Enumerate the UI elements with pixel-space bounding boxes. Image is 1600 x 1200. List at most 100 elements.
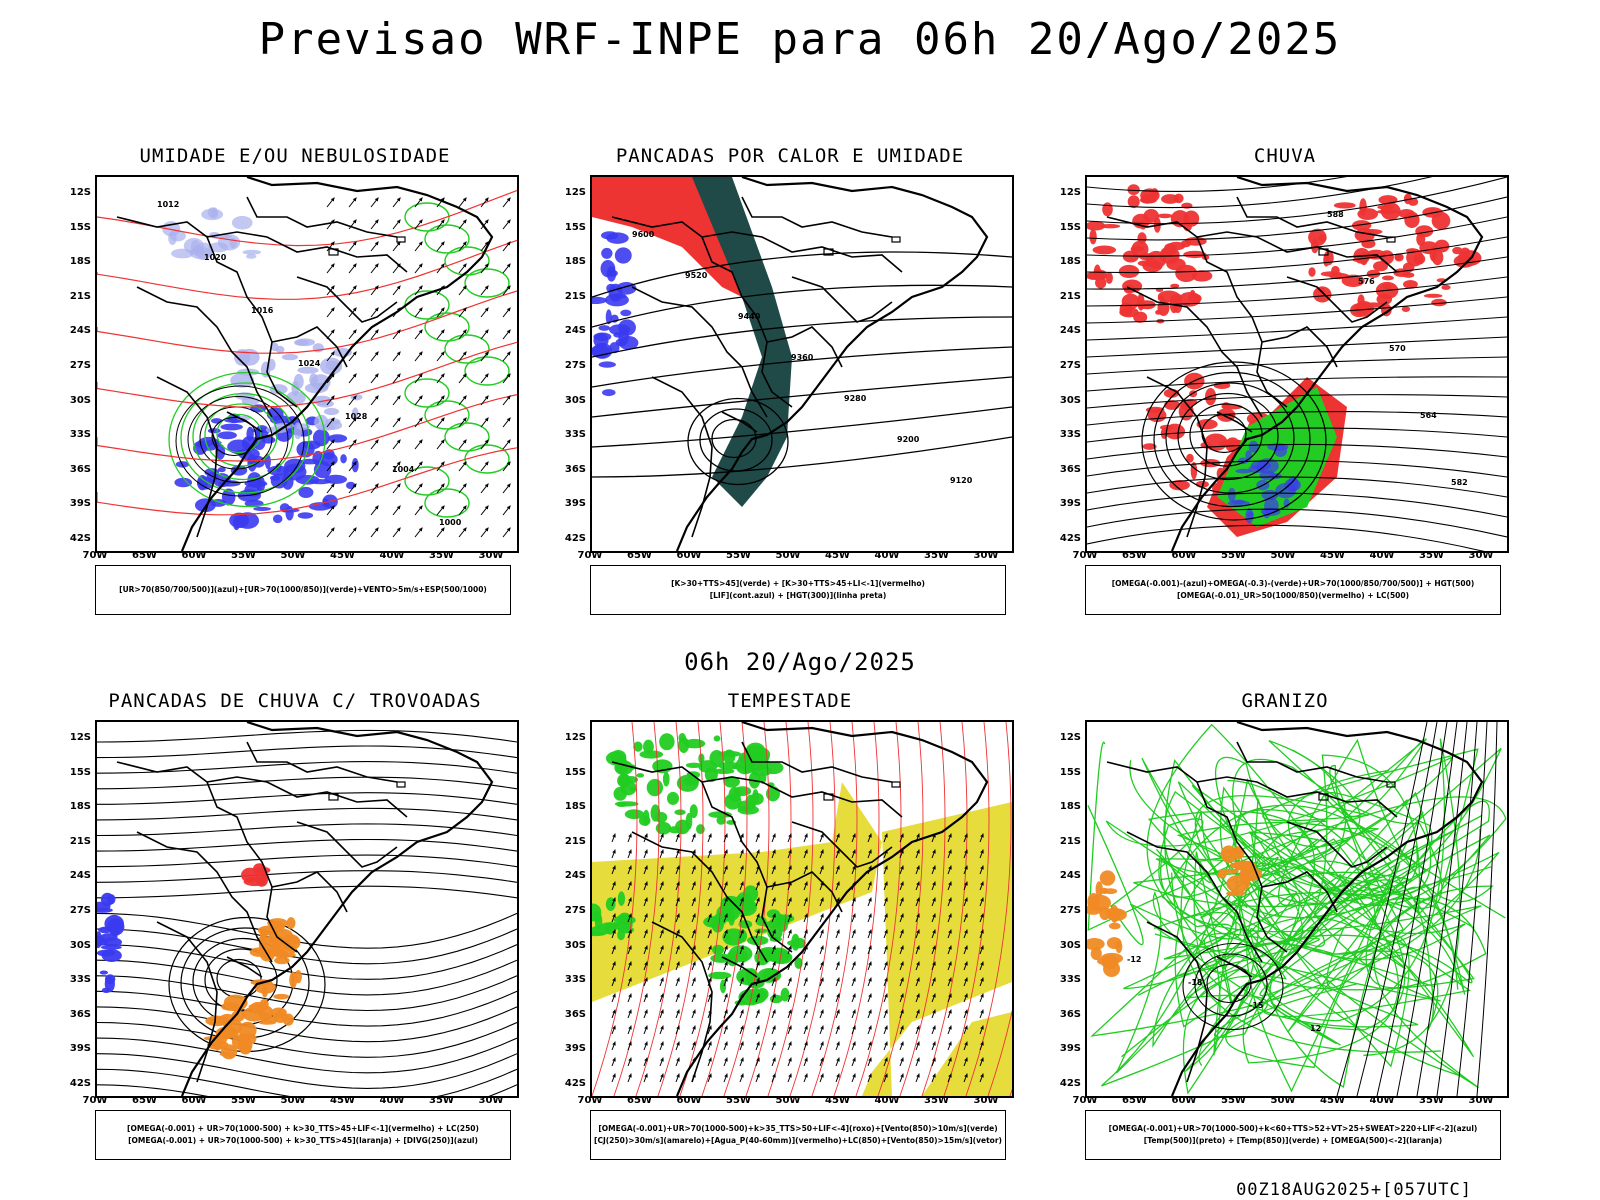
lat-tick-label: 12S bbox=[1059, 732, 1081, 743]
lon-tick-label: 55W bbox=[726, 1095, 751, 1106]
lat-tick-label: 15S bbox=[564, 766, 586, 778]
legend-line: [UR>70(850/700/500)](azul)+[UR>70(1000/8… bbox=[119, 585, 487, 594]
lon-tick-label: 65W bbox=[627, 1095, 652, 1106]
legend-line: [Temp(500)](preto) + [Temp(850)](verde) … bbox=[1143, 1136, 1443, 1145]
panel-title: UMIDADE E/OU NEBULOSIDADE bbox=[139, 145, 451, 167]
lon-tick-label: 45W bbox=[1320, 1095, 1345, 1106]
lat-tick-label: 18S bbox=[69, 801, 91, 813]
lon-tick-label: 50W bbox=[280, 1095, 306, 1106]
lat-tick-label: 42S bbox=[564, 1078, 586, 1089]
svg-text:1004: 1004 bbox=[392, 465, 415, 474]
lat-tick-label: 27S bbox=[564, 360, 586, 371]
lon-tick-label: 35W bbox=[429, 1095, 454, 1106]
legend-line: [OMEGA(-0.001)+UR>70(1000-500)+k>35_TTS>… bbox=[598, 1124, 998, 1133]
lat-tick-label: 39S bbox=[564, 498, 586, 510]
lat-tick-label: 33S bbox=[69, 429, 91, 441]
lat-tick-label: 30S bbox=[1059, 394, 1081, 406]
lat-tick-label: 15S bbox=[69, 221, 91, 233]
lon-tick-label: 45W bbox=[825, 1095, 850, 1106]
svg-text:9520: 9520 bbox=[685, 271, 708, 280]
lon-tick-label: 70W bbox=[577, 550, 603, 561]
lat-tick-label: 21S bbox=[1059, 835, 1081, 847]
legend-line: [CJ(250)>30m/s](amarelo)+[Agua_P(40-60mm… bbox=[594, 1136, 1002, 1145]
lon-tick-label: 55W bbox=[1221, 1095, 1246, 1106]
lat-tick-label: 33S bbox=[1059, 974, 1081, 986]
lon-tick-label: 35W bbox=[1419, 550, 1444, 561]
legend-box: [UR>70(850/700/500)](azul)+[UR>70(1000/8… bbox=[95, 565, 511, 615]
lat-tick-label: 21S bbox=[69, 835, 91, 847]
lon-tick-label: 55W bbox=[1221, 550, 1246, 561]
lon-tick-label: 60W bbox=[1171, 1095, 1197, 1106]
lon-tick-label: 70W bbox=[82, 550, 108, 561]
lat-tick-label: 42S bbox=[69, 533, 91, 544]
lat-tick-label: 12S bbox=[564, 187, 586, 198]
legend-box: [K>30+TTS>45](verde) + [K>30+TTS>45+LI<-… bbox=[590, 565, 1006, 615]
lat-tick-label: 18S bbox=[564, 801, 586, 813]
lon-tick-label: 70W bbox=[577, 1095, 603, 1106]
svg-text:588: 588 bbox=[1327, 210, 1344, 219]
lat-tick-label: 15S bbox=[69, 766, 91, 778]
lon-tick-label: 70W bbox=[1072, 550, 1098, 561]
lat-tick-label: 21S bbox=[1059, 290, 1081, 302]
lat-tick-label: 30S bbox=[69, 394, 91, 406]
lat-tick-label: 24S bbox=[69, 325, 91, 337]
panel-title: TEMPESTADE bbox=[727, 690, 853, 712]
svg-text:1024: 1024 bbox=[298, 359, 321, 368]
lat-tick-label: 24S bbox=[1059, 870, 1081, 882]
lon-tick-label: 70W bbox=[1072, 1095, 1098, 1106]
panel-title: CHUVA bbox=[1253, 145, 1317, 167]
panel-pancadas-calor-umidade: PANCADAS POR CALOR E UMIDADE 9600 9520 9440… bbox=[550, 145, 1030, 625]
lat-tick-label: 21S bbox=[564, 290, 586, 302]
map-plot bbox=[95, 720, 519, 1098]
map-svg bbox=[97, 722, 517, 1096]
map-plot: 1012 1020 1016 1024 1028 1004 1000 bbox=[95, 175, 519, 553]
lat-tick-label: 27S bbox=[1059, 360, 1081, 371]
lat-tick-label: 39S bbox=[1059, 498, 1081, 510]
lat-tick-label: 30S bbox=[564, 939, 586, 951]
svg-text:570: 570 bbox=[1389, 344, 1406, 353]
lon-tick-label: 60W bbox=[1171, 550, 1197, 561]
lon-tick-label: 40W bbox=[874, 550, 900, 561]
lon-tick-label: 30W bbox=[973, 550, 999, 561]
lat-tick-label: 33S bbox=[1059, 429, 1081, 441]
lon-tick-label: 45W bbox=[825, 550, 850, 561]
lat-tick-label: 27S bbox=[564, 905, 586, 916]
lat-tick-label: 24S bbox=[564, 870, 586, 882]
map-plot bbox=[590, 720, 1014, 1098]
svg-text:576: 576 bbox=[1358, 277, 1375, 286]
legend-line: [OMEGA(-0.001) + UR>70(1000-500) + k>30_… bbox=[128, 1136, 478, 1145]
legend-box: [OMEGA(-0.001)+UR>70(1000-500)+k>35_TTS>… bbox=[590, 1110, 1006, 1160]
lon-tick-label: 30W bbox=[1468, 550, 1494, 561]
svg-text:9280: 9280 bbox=[844, 394, 867, 403]
svg-text:-18: -18 bbox=[1188, 978, 1203, 987]
lon-tick-label: 35W bbox=[429, 550, 454, 561]
panel-umidade-nebulosidade: UMIDADE E/OU NEBULOSIDADE 1012 1020 1016 102… bbox=[55, 145, 535, 625]
lat-tick-label: 39S bbox=[69, 498, 91, 510]
lat-tick-label: 33S bbox=[69, 974, 91, 986]
lat-tick-label: 27S bbox=[69, 360, 91, 371]
map-svg: 9600 9520 9440 9360 9280 9200 9120 bbox=[592, 177, 1012, 551]
lat-tick-label: 36S bbox=[564, 1008, 586, 1020]
lat-tick-label: 12S bbox=[1059, 187, 1081, 198]
lon-tick-label: 45W bbox=[330, 550, 355, 561]
lon-tick-label: 60W bbox=[676, 550, 702, 561]
lat-tick-label: 42S bbox=[1059, 533, 1081, 544]
lat-tick-label: 39S bbox=[1059, 1043, 1081, 1055]
lon-tick-label: 35W bbox=[924, 1095, 949, 1106]
map-svg: 588 576 570 564 582 bbox=[1087, 177, 1507, 551]
svg-text:9440: 9440 bbox=[738, 312, 761, 321]
lat-tick-label: 21S bbox=[564, 835, 586, 847]
legend-line: [OMEGA(-0.01)_UR>50(1000/850)(vermelho) … bbox=[1176, 591, 1410, 600]
lon-tick-label: 45W bbox=[1320, 550, 1345, 561]
legend-line: [OMEGA(-0.001) + UR>70(1000-500) + k>30_… bbox=[127, 1124, 479, 1133]
svg-text:9120: 9120 bbox=[950, 476, 973, 485]
map-svg: -12 -18 -15 12 bbox=[1087, 722, 1507, 1096]
svg-text:9360: 9360 bbox=[791, 353, 814, 362]
lat-tick-label: 42S bbox=[69, 1078, 91, 1089]
lat-tick-label: 12S bbox=[69, 732, 91, 743]
map-svg bbox=[592, 722, 1012, 1096]
map-plot: 588 576 570 564 582 bbox=[1085, 175, 1509, 553]
run-timestamp: 00Z18AUG2025+[057UTC] bbox=[1236, 1180, 1472, 1200]
lat-tick-label: 27S bbox=[1059, 905, 1081, 916]
